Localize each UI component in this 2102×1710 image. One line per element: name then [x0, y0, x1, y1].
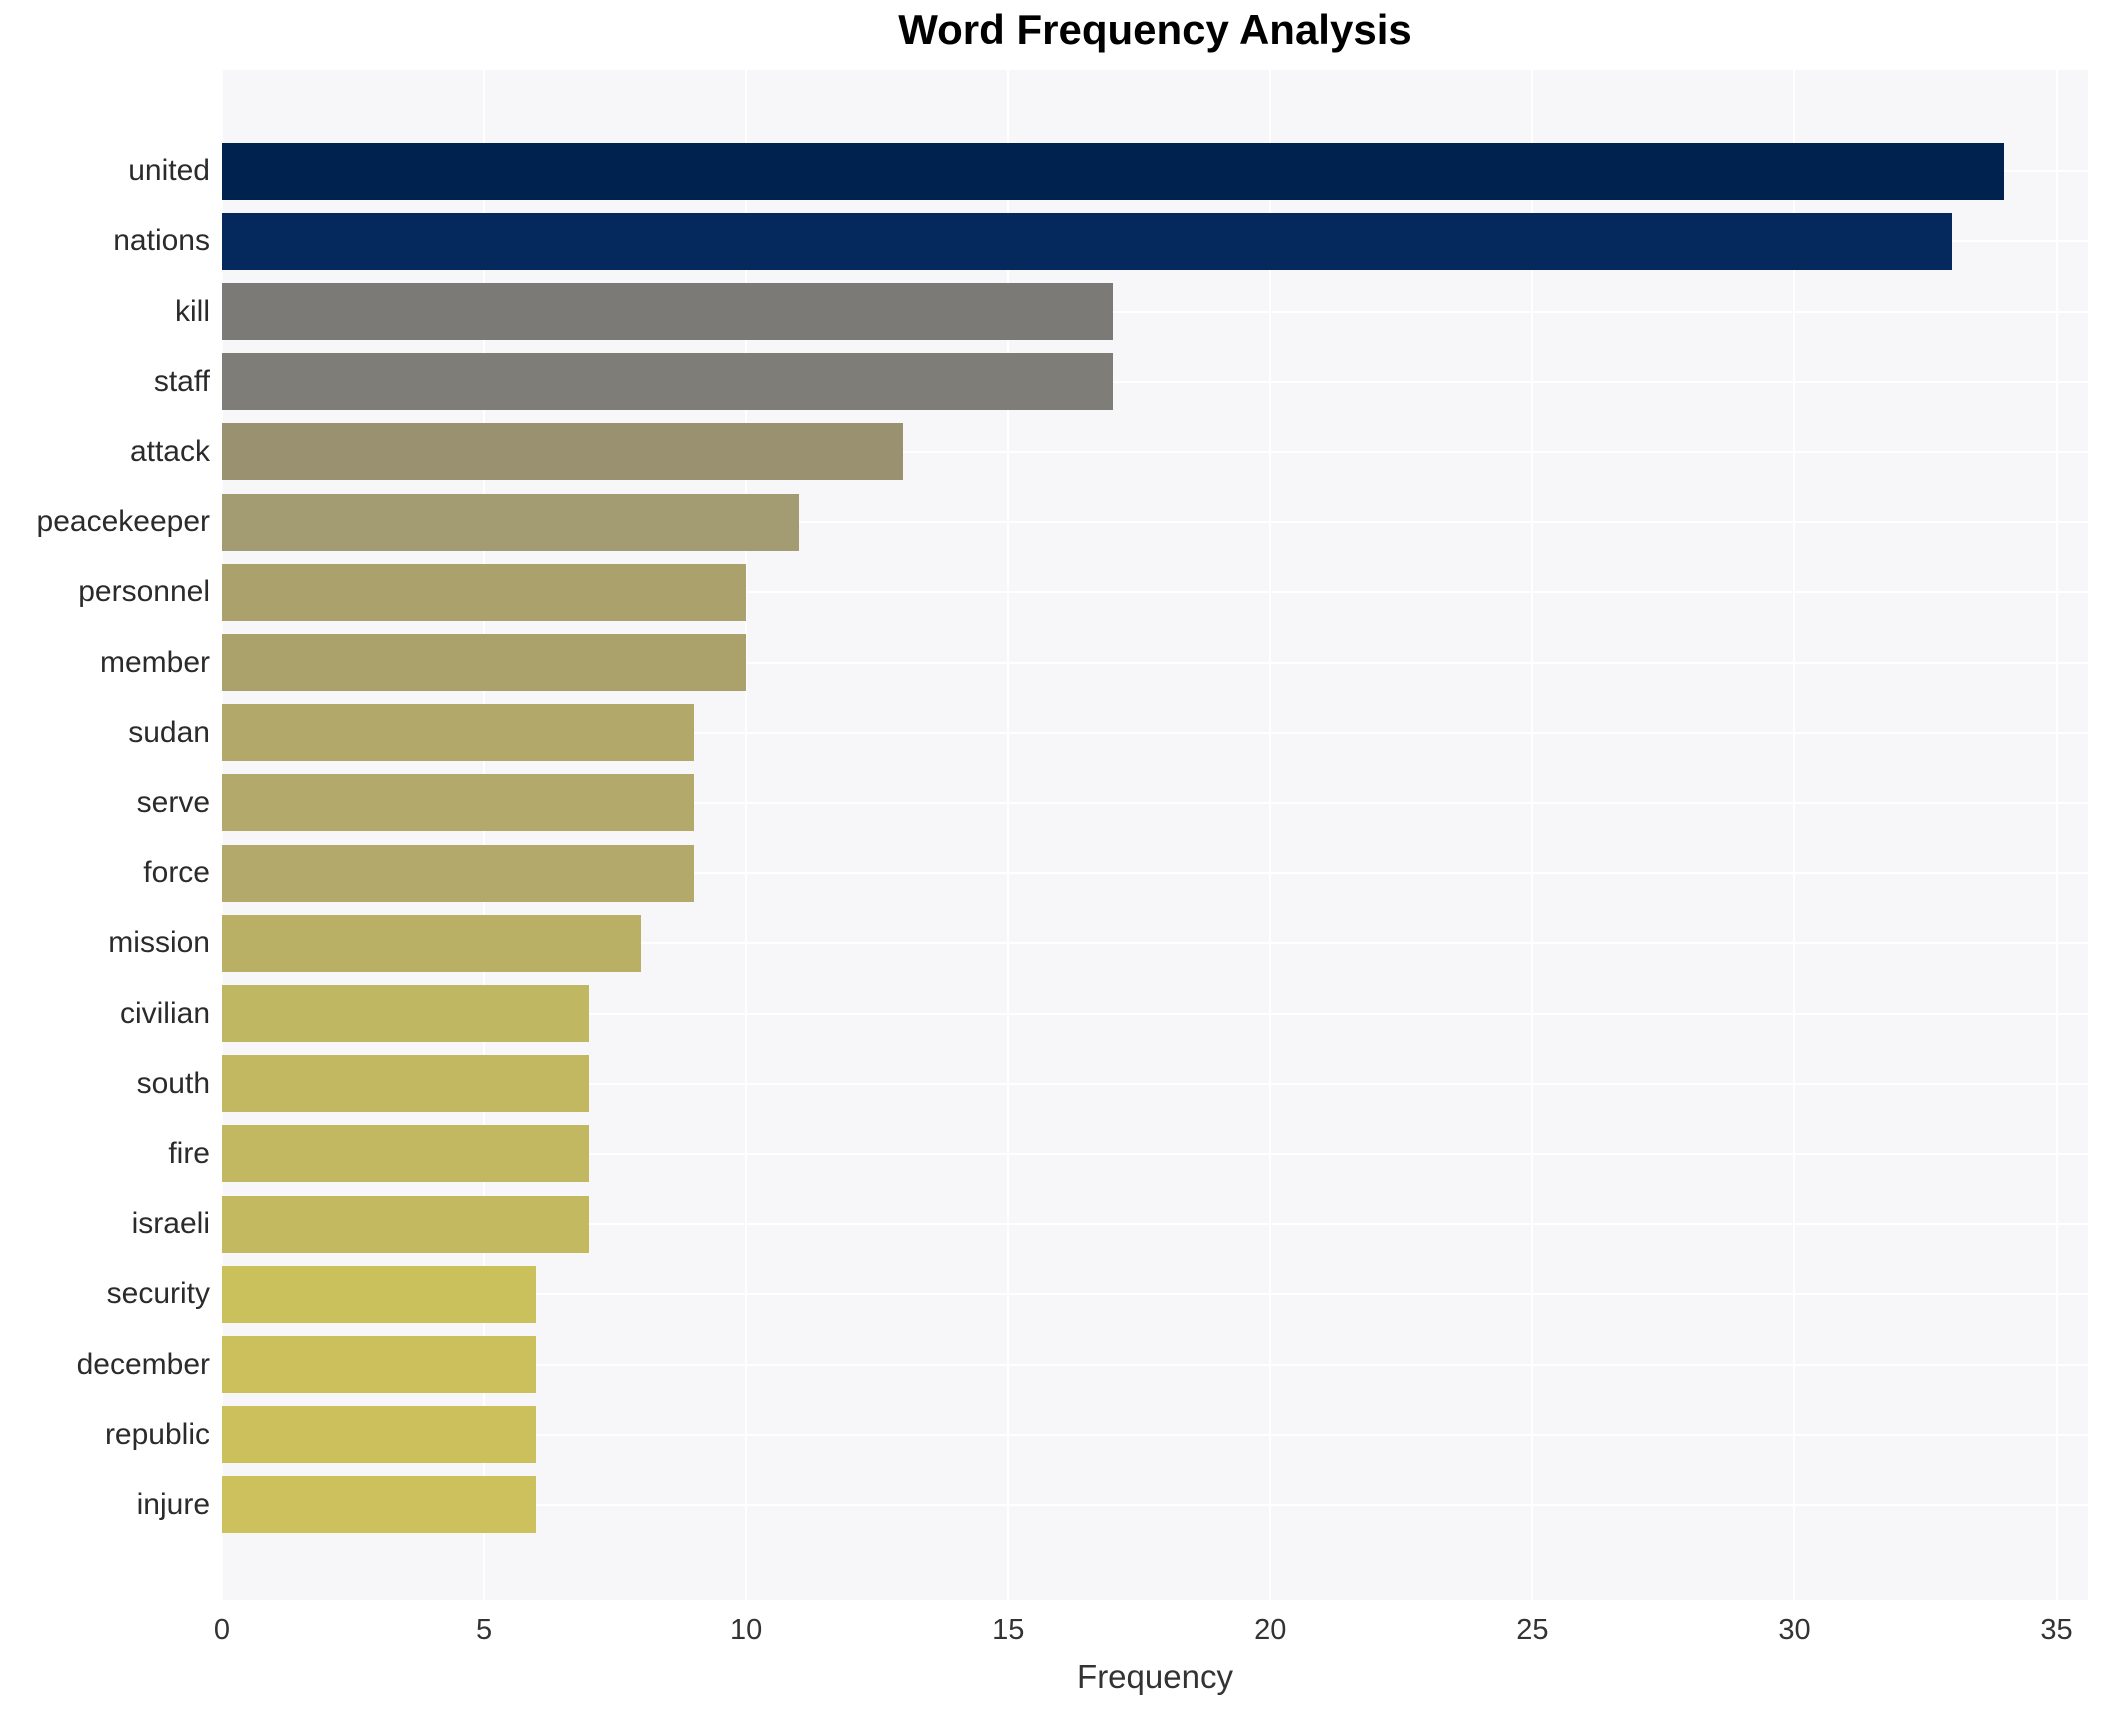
y-tick-label: force: [143, 856, 210, 890]
gridline-y: [222, 591, 2088, 594]
bar: [222, 1195, 589, 1253]
bar: [222, 844, 694, 902]
y-tick-label: staff: [153, 364, 210, 398]
x-tick-label: 10: [730, 1614, 763, 1646]
y-tick-label: kill: [175, 294, 210, 328]
gridline-x: [221, 70, 223, 1600]
bar: [222, 1406, 537, 1464]
gridline-x: [2055, 70, 2058, 1600]
y-tick-label: peacekeeper: [36, 505, 210, 539]
y-tick-label: serve: [136, 785, 210, 819]
gridline-x: [483, 70, 486, 1600]
gridline-y: [222, 872, 2088, 875]
y-tick-label: fire: [168, 1136, 210, 1170]
x-tick-label: 25: [1516, 1614, 1549, 1646]
x-tick-label: 35: [2040, 1614, 2073, 1646]
bar: [222, 142, 2005, 200]
gridline-y: [222, 521, 2088, 524]
gridline-x: [745, 70, 748, 1600]
gridline-y: [222, 731, 2088, 734]
gridline-x: [1531, 70, 1534, 1600]
bar: [222, 985, 589, 1042]
gridline-y: [222, 1012, 2088, 1015]
gridline-x: [1793, 70, 1796, 1600]
gridline-x: [1007, 70, 1010, 1600]
y-tick-label: united: [128, 154, 210, 188]
y-tick-label: israeli: [131, 1207, 210, 1241]
y-tick-label: personnel: [78, 575, 210, 609]
y-tick-label: south: [136, 1066, 210, 1100]
gridline-y: [222, 942, 2088, 945]
y-tick-label: republic: [104, 1417, 210, 1451]
bar: [222, 283, 1114, 340]
y-tick-label: civilian: [119, 996, 210, 1030]
chart-title: Word Frequency Analysis: [898, 6, 1412, 53]
bar: [222, 634, 747, 691]
bar: [222, 1265, 537, 1323]
bar: [222, 1125, 589, 1183]
x-tick-label: 5: [476, 1614, 493, 1646]
gridline-y: [222, 380, 2088, 383]
bar: [222, 774, 694, 832]
x-axis-label: Frequency: [1077, 1658, 1233, 1695]
x-tick-label: 0: [213, 1614, 231, 1646]
bar: [222, 563, 747, 621]
bar: [222, 704, 694, 762]
gridline-y: [222, 1363, 2088, 1366]
y-tick-label: security: [106, 1277, 210, 1311]
bar: [222, 353, 1114, 411]
gridline-y: [222, 1433, 2088, 1436]
y-tick-label: sudan: [128, 715, 210, 749]
gridline-y: [222, 1223, 2088, 1226]
gridline-y: [222, 801, 2088, 804]
x-tick-label: 30: [1778, 1614, 1811, 1646]
y-tick-label: attack: [129, 434, 210, 468]
gridline-y: [222, 1293, 2088, 1296]
bar: [222, 914, 642, 972]
y-tick-label: nations: [113, 224, 210, 258]
bar: [222, 1336, 537, 1393]
gridline-y: [222, 1503, 2088, 1506]
gridline-y: [222, 661, 2088, 664]
y-tick-label: december: [76, 1347, 210, 1381]
gridline-y: [222, 1082, 2088, 1085]
x-tick-label: 15: [992, 1614, 1025, 1646]
x-tick-label: 20: [1254, 1614, 1287, 1646]
gridline-y: [222, 450, 2088, 453]
y-tick-label: member: [99, 645, 210, 679]
gridline-y: [222, 1152, 2088, 1155]
gridline-y: [222, 310, 2088, 313]
y-tick-label: injure: [136, 1487, 210, 1521]
bar: [222, 212, 1952, 270]
gridline-x: [1269, 70, 1272, 1600]
bar: [222, 493, 799, 551]
plot-area: [221, 70, 2088, 1600]
bars-layer: [222, 70, 2088, 1600]
bar: [222, 1055, 589, 1113]
y-tick-label: mission: [108, 926, 210, 960]
bar: [222, 1476, 537, 1534]
bar: [222, 423, 904, 481]
